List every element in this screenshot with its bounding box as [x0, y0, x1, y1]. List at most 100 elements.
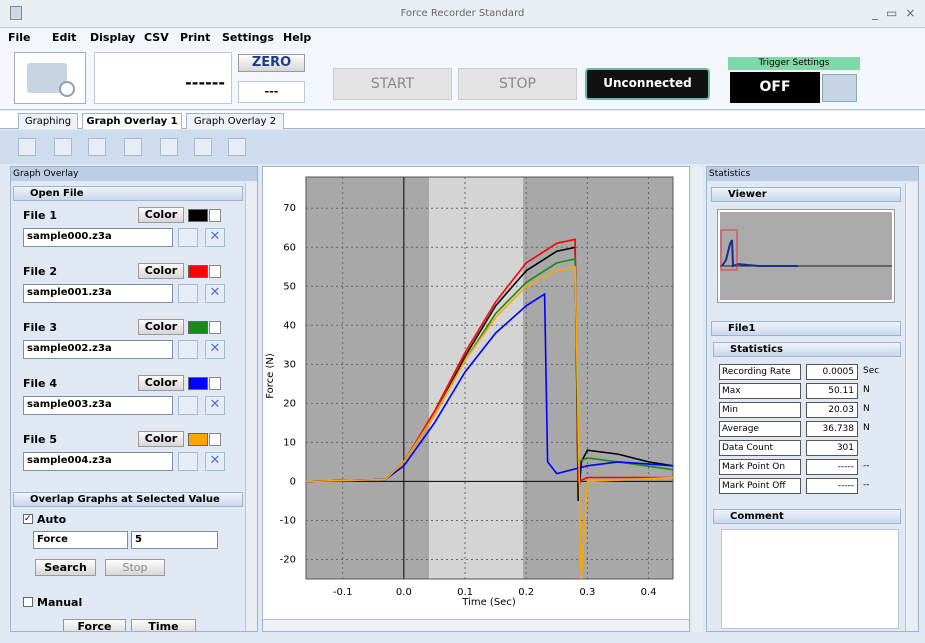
- tool-button[interactable]: [160, 138, 178, 156]
- y-tick-label: 60: [283, 242, 296, 253]
- filename-input[interactable]: sample003.z3a: [23, 396, 173, 415]
- manual-checkbox[interactable]: [23, 597, 33, 607]
- color-dropdown[interactable]: [209, 433, 221, 446]
- color-button[interactable]: Color: [138, 375, 184, 391]
- stat-unit: Sec: [863, 366, 880, 376]
- browse-button[interactable]: [178, 340, 198, 359]
- color-dropdown[interactable]: [209, 377, 221, 390]
- auto-label: Auto: [37, 513, 67, 526]
- color-button[interactable]: Color: [138, 263, 184, 279]
- menu-item[interactable]: Settings: [222, 31, 274, 44]
- y-tick-label: -20: [280, 554, 296, 565]
- section-header[interactable]: Comment: [713, 509, 901, 524]
- tool-button[interactable]: [124, 138, 142, 156]
- filename-input[interactable]: sample002.z3a: [23, 340, 173, 359]
- tool-button[interactable]: [228, 138, 246, 156]
- stat-unit: N: [863, 385, 870, 395]
- menu-item[interactable]: Display: [90, 31, 136, 44]
- remove-button[interactable]: ✕: [205, 284, 225, 303]
- remove-button[interactable]: ✕: [205, 452, 225, 471]
- color-swatch[interactable]: [188, 265, 208, 278]
- menu-item[interactable]: Edit: [52, 31, 77, 44]
- browse-button[interactable]: [178, 284, 198, 303]
- start-button[interactable]: START: [333, 68, 452, 100]
- section-header[interactable]: Overlap Graphs at Selected Value: [13, 492, 243, 507]
- y-tick-label: 30: [283, 359, 296, 370]
- menu-item[interactable]: CSV: [144, 31, 169, 44]
- y-axis-label: Force (N): [265, 353, 276, 399]
- section-header[interactable]: File1: [711, 321, 901, 336]
- open-folder-button[interactable]: [14, 52, 86, 104]
- browse-button[interactable]: [178, 452, 198, 471]
- color-dropdown[interactable]: [209, 209, 221, 222]
- viewer-svg: [720, 212, 892, 300]
- data-line: [305, 292, 674, 483]
- remove-button[interactable]: ✕: [205, 340, 225, 359]
- stat-value: 0.0005: [806, 364, 858, 380]
- browse-button[interactable]: [178, 396, 198, 415]
- stat-unit: --: [863, 461, 870, 471]
- color-swatch[interactable]: [188, 377, 208, 390]
- tab[interactable]: Graphing: [18, 113, 78, 129]
- window-controls[interactable]: _▭×: [872, 6, 924, 20]
- stat-unit: N: [863, 423, 870, 433]
- file-label: File 4: [23, 377, 57, 390]
- trigger-value: OFF: [730, 72, 820, 103]
- tab[interactable]: Graph Overlay 1: [82, 113, 182, 129]
- stat-unit: --: [863, 480, 870, 490]
- tool-button[interactable]: [18, 138, 36, 156]
- zero-button[interactable]: ZERO: [238, 54, 305, 72]
- y-tick-label: 0: [290, 476, 296, 487]
- force-display: ------: [94, 52, 232, 104]
- stop-button[interactable]: STOP: [458, 68, 577, 100]
- scrollbar[interactable]: [905, 183, 917, 631]
- stat-value: 50.11: [806, 383, 858, 399]
- h-scrollbar[interactable]: [263, 619, 689, 631]
- column-header: Force: [63, 619, 126, 631]
- comment-box[interactable]: [721, 529, 899, 629]
- filename-input[interactable]: sample004.z3a: [23, 452, 173, 471]
- tool-button[interactable]: [54, 138, 72, 156]
- section-header[interactable]: Statistics: [713, 342, 901, 357]
- color-swatch[interactable]: [188, 209, 208, 222]
- color-dropdown[interactable]: [209, 265, 221, 278]
- stat-unit: N: [863, 404, 870, 414]
- section-header[interactable]: Viewer: [711, 187, 901, 202]
- tool-button[interactable]: [88, 138, 106, 156]
- menu-item[interactable]: File: [8, 31, 31, 44]
- trigger-button[interactable]: [822, 74, 857, 102]
- filename-input[interactable]: sample000.z3a: [23, 228, 173, 247]
- filename-input[interactable]: sample001.z3a: [23, 284, 173, 303]
- stat-label: Mark Point Off: [719, 478, 801, 494]
- field-dropdown[interactable]: Force: [33, 531, 128, 549]
- toolbar: ------ ZERO --- START STOP Unconnected T…: [0, 48, 925, 110]
- tool-button[interactable]: [194, 138, 212, 156]
- app-icon: [10, 6, 22, 20]
- tab[interactable]: Graph Overlay 2: [186, 113, 284, 129]
- color-swatch[interactable]: [188, 433, 208, 446]
- scrollbar[interactable]: [245, 183, 257, 631]
- search-button[interactable]: Search: [35, 559, 96, 576]
- remove-button[interactable]: ✕: [205, 228, 225, 247]
- color-button[interactable]: Color: [138, 431, 184, 447]
- color-button[interactable]: Color: [138, 207, 184, 223]
- splitter[interactable]: [692, 166, 702, 632]
- panel-title: Graph Overlay: [11, 167, 257, 181]
- browse-button[interactable]: [178, 228, 198, 247]
- color-swatch[interactable]: [188, 321, 208, 334]
- x-tick-label: 0.4: [641, 587, 657, 598]
- stop-search-button[interactable]: Stop: [105, 559, 165, 576]
- section-header[interactable]: Open File: [13, 186, 243, 201]
- color-button[interactable]: Color: [138, 319, 184, 335]
- value-input[interactable]: 5: [131, 531, 218, 549]
- data-line: [305, 265, 674, 580]
- auto-checkbox[interactable]: ✓: [23, 514, 33, 524]
- x-axis-label: Time (Sec): [461, 597, 516, 608]
- x-tick-label: 0.1: [457, 587, 473, 598]
- menu-item[interactable]: Help: [283, 31, 312, 44]
- color-dropdown[interactable]: [209, 321, 221, 334]
- y-tick-label: -10: [280, 515, 296, 526]
- remove-button[interactable]: ✕: [205, 396, 225, 415]
- y-tick-label: 50: [283, 281, 296, 292]
- menu-item[interactable]: Print: [180, 31, 211, 44]
